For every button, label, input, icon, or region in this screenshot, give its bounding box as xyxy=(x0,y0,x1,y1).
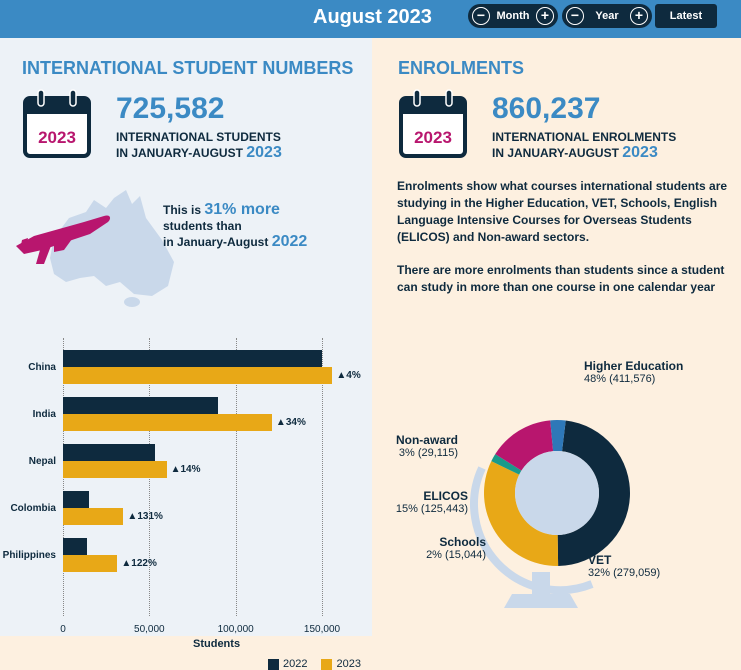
enrolments-caption: INTERNATIONAL ENROLMENTS IN JANUARY-AUGU… xyxy=(492,130,676,161)
category-label: Colombia xyxy=(10,503,56,514)
compare-pct: 31% more xyxy=(204,201,280,218)
bar-2023 xyxy=(63,414,272,431)
month-next-button[interactable]: + xyxy=(535,7,554,25)
enrolments-caption-year: 2023 xyxy=(622,144,658,161)
top-bar: August 2023 − Month + − Year + Latest xyxy=(0,0,741,38)
year-stepper: − Year + xyxy=(562,4,652,28)
bar-2023 xyxy=(63,461,167,478)
legend-label: 2022 xyxy=(283,658,308,670)
month-label: Month xyxy=(496,10,530,22)
compare-prefix: This is xyxy=(163,203,202,217)
globe-stand-neck xyxy=(532,572,550,594)
legend-swatch xyxy=(268,658,279,670)
donut-slice-vet xyxy=(484,461,559,566)
students-bar-chart: 0 50,000 100,000 150,000 China ▲4% India ▲34% Ne… xyxy=(0,338,372,670)
students-panel: INTERNATIONAL STUDENT NUMBERS 2023 725,5… xyxy=(0,38,372,670)
students-total: 725,582 xyxy=(116,92,225,125)
students-section-title: INTERNATIONAL STUDENT NUMBERS xyxy=(22,58,354,78)
month-stepper: − Month + xyxy=(468,4,558,28)
enrolments-calendar-year: 2023 xyxy=(414,128,452,147)
students-caption-year: 2023 xyxy=(246,144,282,161)
australia-map-icon xyxy=(50,190,174,296)
bar-2022 xyxy=(63,350,322,367)
compare-line3: in January-August xyxy=(163,235,269,249)
enrolments-caption-line1: INTERNATIONAL ENROLMENTS xyxy=(492,130,677,144)
legend-swatch xyxy=(321,658,333,670)
airplane-icon xyxy=(16,215,111,264)
legend-label: 2023 xyxy=(336,658,361,670)
enrolments-panel: ENROLMENTS 2023 860,237 INTERNATIONAL EN… xyxy=(372,38,741,636)
x-tick-label: 0 xyxy=(60,624,66,635)
bar-2022 xyxy=(63,538,88,555)
globe-stand-base xyxy=(504,594,578,608)
label-schools: Schools 2% (15,044) xyxy=(426,535,486,561)
bar-2023 xyxy=(63,555,118,572)
category-label: Philippines xyxy=(2,550,56,561)
enrolments-description: Enrolments show what courses internation… xyxy=(397,179,728,244)
year-label: Year xyxy=(595,10,619,22)
chart-legend: 2022 2023 xyxy=(268,658,371,670)
students-caption-line2: IN JANUARY-AUGUST xyxy=(116,146,243,160)
students-comparison: This is 31% more students than in Januar… xyxy=(163,202,307,250)
globe-stand-arc xyxy=(470,466,594,595)
australia-plane-illustration xyxy=(16,190,174,307)
change-label: ▲4% xyxy=(336,370,361,381)
donut-slice-higher-education xyxy=(557,420,630,566)
bar-2022 xyxy=(63,491,89,508)
change-label: ▲14% xyxy=(170,464,201,475)
gridline xyxy=(322,338,323,616)
month-prev-button[interactable]: − xyxy=(472,7,490,25)
students-caption: INTERNATIONAL STUDENTS IN JANUARY-AUGUST… xyxy=(116,130,282,161)
bar-2022 xyxy=(63,444,155,461)
change-label: ▲131% xyxy=(127,511,163,522)
compare-line2: students than xyxy=(163,219,242,233)
donut-slice-elicos xyxy=(495,420,554,471)
x-tick-label: 100,000 xyxy=(217,624,254,635)
students-calendar-year: 2023 xyxy=(38,128,76,147)
label-elicos: ELICOS 15% (125,443) xyxy=(395,489,468,515)
students-caption-line1: INTERNATIONAL STUDENTS xyxy=(116,130,281,144)
period-title: August 2023 xyxy=(313,6,432,28)
x-tick-label: 150,000 xyxy=(303,624,341,635)
enrolments-note: There are more enrolments than students … xyxy=(397,263,725,294)
bar-2023 xyxy=(63,508,124,525)
enrolments-section-title: ENROLMENTS xyxy=(398,58,524,78)
gridline xyxy=(235,338,237,616)
year-next-button[interactable]: + xyxy=(630,7,648,25)
bar-2023 xyxy=(63,367,333,384)
calendar-icon: 2023 xyxy=(399,89,467,158)
donut-hole xyxy=(515,451,599,535)
calendar-icon: 2023 xyxy=(23,89,91,158)
change-label: ▲34% xyxy=(275,417,306,428)
compare-year: 2022 xyxy=(271,233,308,250)
change-label: ▲122% xyxy=(121,558,157,569)
label-higher-education: Higher Education 48% (411,576) xyxy=(584,359,684,385)
year-prev-button[interactable]: − xyxy=(566,7,584,25)
category-label: India xyxy=(32,409,56,420)
category-label: China xyxy=(28,362,56,373)
x-tick-label: 50,000 xyxy=(134,624,165,635)
x-axis-label: Students xyxy=(193,638,241,650)
label-non-award: Non-award 3% (29,115) xyxy=(395,433,458,459)
donut-slice-schools xyxy=(491,454,522,475)
label-vet: VET 32% (279,059) xyxy=(588,553,661,579)
bar-2022 xyxy=(63,397,219,414)
enrolments-caption-line2: IN JANUARY-AUGUST xyxy=(492,146,619,160)
category-label: Nepal xyxy=(28,456,56,467)
enrolments-total: 860,237 xyxy=(492,92,601,125)
donut-slice-non-award xyxy=(550,420,566,452)
enrolments-donut-chart xyxy=(470,420,630,608)
latest-button[interactable]: Latest xyxy=(655,4,717,28)
